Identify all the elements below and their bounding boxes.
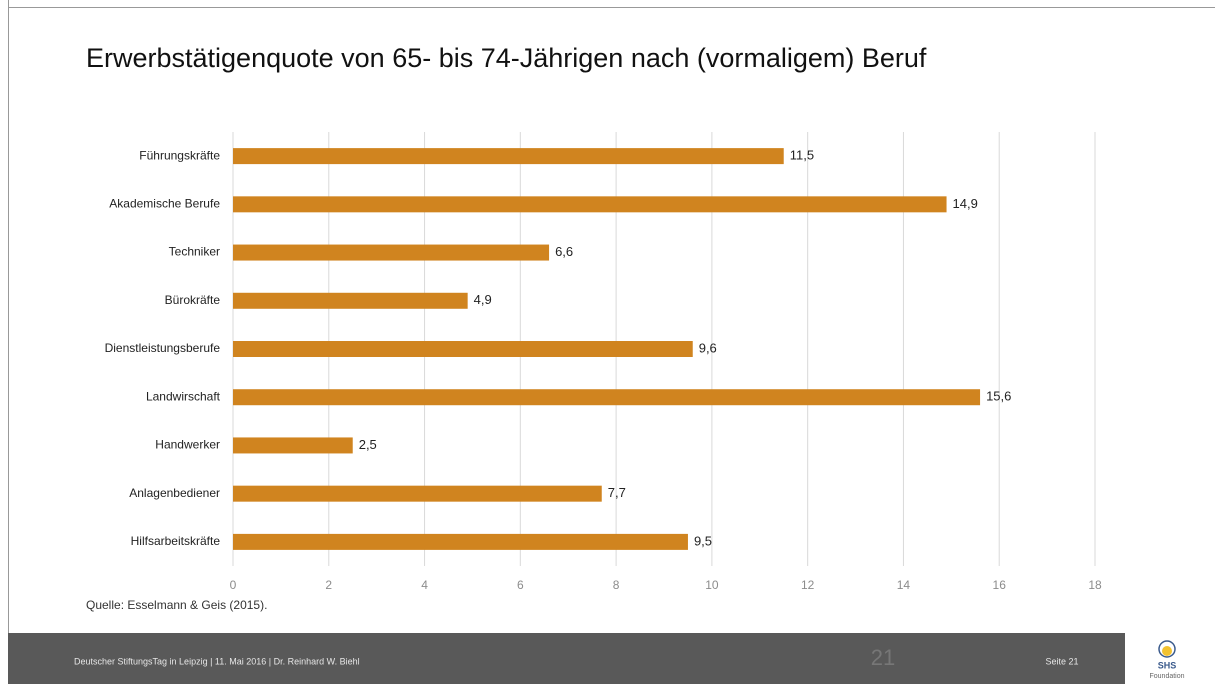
x-tick-label: 2 — [325, 578, 332, 592]
bar — [233, 196, 947, 213]
y-tick-label: Handwerker — [155, 438, 220, 452]
y-tick-label: Techniker — [169, 245, 220, 259]
x-tick-label: 0 — [230, 578, 237, 592]
x-tick-label: 12 — [801, 578, 815, 592]
source-note: Quelle: Esselmann & Geis (2015). — [86, 598, 267, 612]
x-tick-label: 10 — [705, 578, 719, 592]
chart-title: Erwerbstätigenquote von 65- bis 74-Jähri… — [86, 43, 927, 73]
data-label: 9,5 — [694, 533, 712, 548]
data-label: 15,6 — [986, 389, 1011, 404]
data-label: 11,5 — [790, 148, 814, 163]
bar — [233, 533, 688, 550]
x-tick-label: 4 — [421, 578, 428, 592]
x-tick-label: 6 — [517, 578, 524, 592]
bar — [233, 437, 353, 454]
data-label: 2,5 — [359, 437, 377, 452]
data-label: 9,6 — [699, 340, 717, 355]
bar — [233, 292, 468, 309]
footer-text: Deutscher StiftungsTag in Leipzig | 11. … — [74, 656, 360, 666]
data-label: 6,6 — [555, 244, 573, 259]
y-tick-label: Führungskräfte — [139, 148, 220, 162]
logo-text: SHS — [1158, 660, 1177, 670]
bar — [233, 244, 550, 261]
bar — [233, 148, 784, 165]
x-tick-label: 14 — [897, 578, 911, 592]
data-label: 14,9 — [953, 196, 978, 211]
y-tick-label: Hilfsarbeitskräfte — [131, 534, 221, 548]
bar — [233, 389, 981, 406]
data-label: 7,7 — [608, 485, 626, 500]
data-label: 4,9 — [474, 292, 492, 307]
y-tick-label: Dienstleistungsberufe — [105, 341, 221, 355]
x-tick-label: 18 — [1088, 578, 1102, 592]
logo-sun — [1162, 646, 1172, 656]
logo-subtext: Foundation — [1149, 673, 1184, 680]
x-tick-label: 8 — [613, 578, 620, 592]
y-tick-label: Anlagenbediener — [129, 486, 220, 500]
page-label: Seite 21 — [1045, 656, 1078, 666]
x-tick-label: 16 — [993, 578, 1007, 592]
slide-number: 21 — [871, 645, 895, 670]
bar — [233, 341, 693, 357]
footer-bar — [8, 633, 1125, 684]
y-tick-label: Bürokräfte — [165, 293, 221, 307]
y-tick-label: Akademische Berufe — [109, 197, 220, 211]
logo: SHS Foundation — [1149, 640, 1185, 680]
logo-ring — [1158, 640, 1176, 658]
y-tick-label: Landwirschaft — [146, 389, 221, 403]
bar — [233, 485, 602, 502]
